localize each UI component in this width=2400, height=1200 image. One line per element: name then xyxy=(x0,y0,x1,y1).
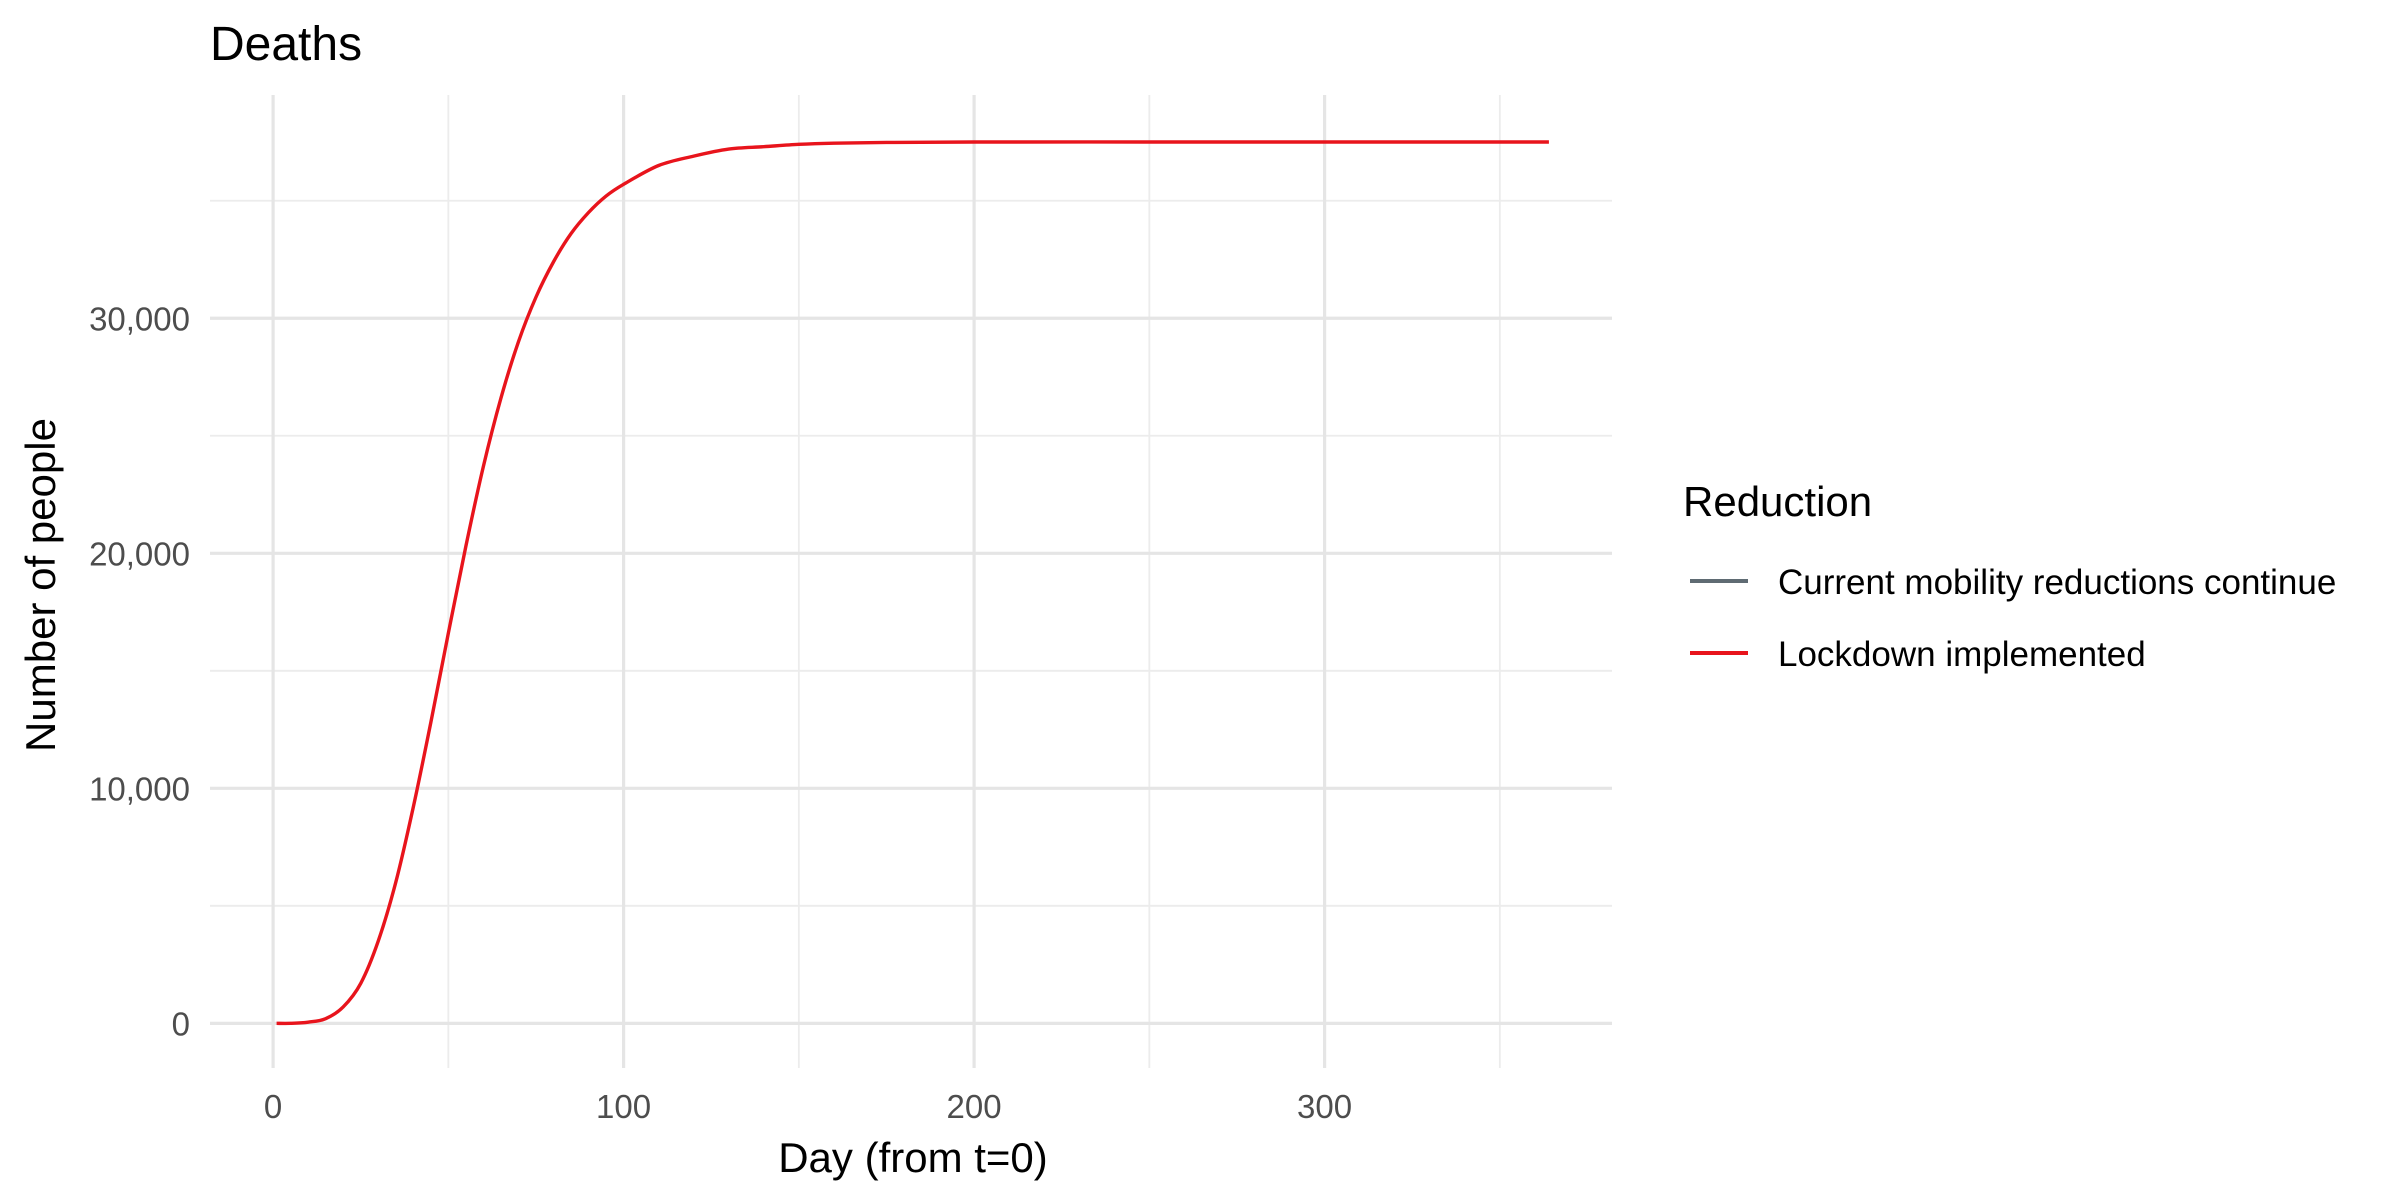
legend: Reduction Current mobility reductions co… xyxy=(1683,478,2336,674)
chart-title: Deaths xyxy=(210,18,362,71)
series-lines xyxy=(276,140,1549,1026)
x-tick-label: 300 xyxy=(1297,1088,1352,1125)
y-tick-label: 0 xyxy=(172,1005,190,1042)
x-tick-label: 0 xyxy=(264,1088,282,1125)
y-tick-label: 30,000 xyxy=(89,300,190,337)
x-axis-title: Day (from t=0) xyxy=(778,1134,1048,1181)
y-tick-label: 10,000 xyxy=(89,770,190,807)
y-axis-ticks: 0 10,000 20,000 30,000 xyxy=(89,300,190,1042)
legend-label-current-mobility: Current mobility reductions continue xyxy=(1778,563,2336,602)
y-axis-title: Number of people xyxy=(17,418,64,752)
y-tick-label: 20,000 xyxy=(89,535,190,572)
major-gridlines xyxy=(210,95,1612,1068)
x-tick-label: 100 xyxy=(596,1088,651,1125)
legend-label-lockdown: Lockdown implemented xyxy=(1778,635,2146,674)
legend-title: Reduction xyxy=(1683,478,1872,525)
minor-gridlines xyxy=(210,95,1612,1068)
x-tick-label: 200 xyxy=(947,1088,1002,1125)
series-line-lockdown xyxy=(276,140,1549,1026)
x-axis-ticks: 0 100 200 300 xyxy=(264,1088,1352,1125)
